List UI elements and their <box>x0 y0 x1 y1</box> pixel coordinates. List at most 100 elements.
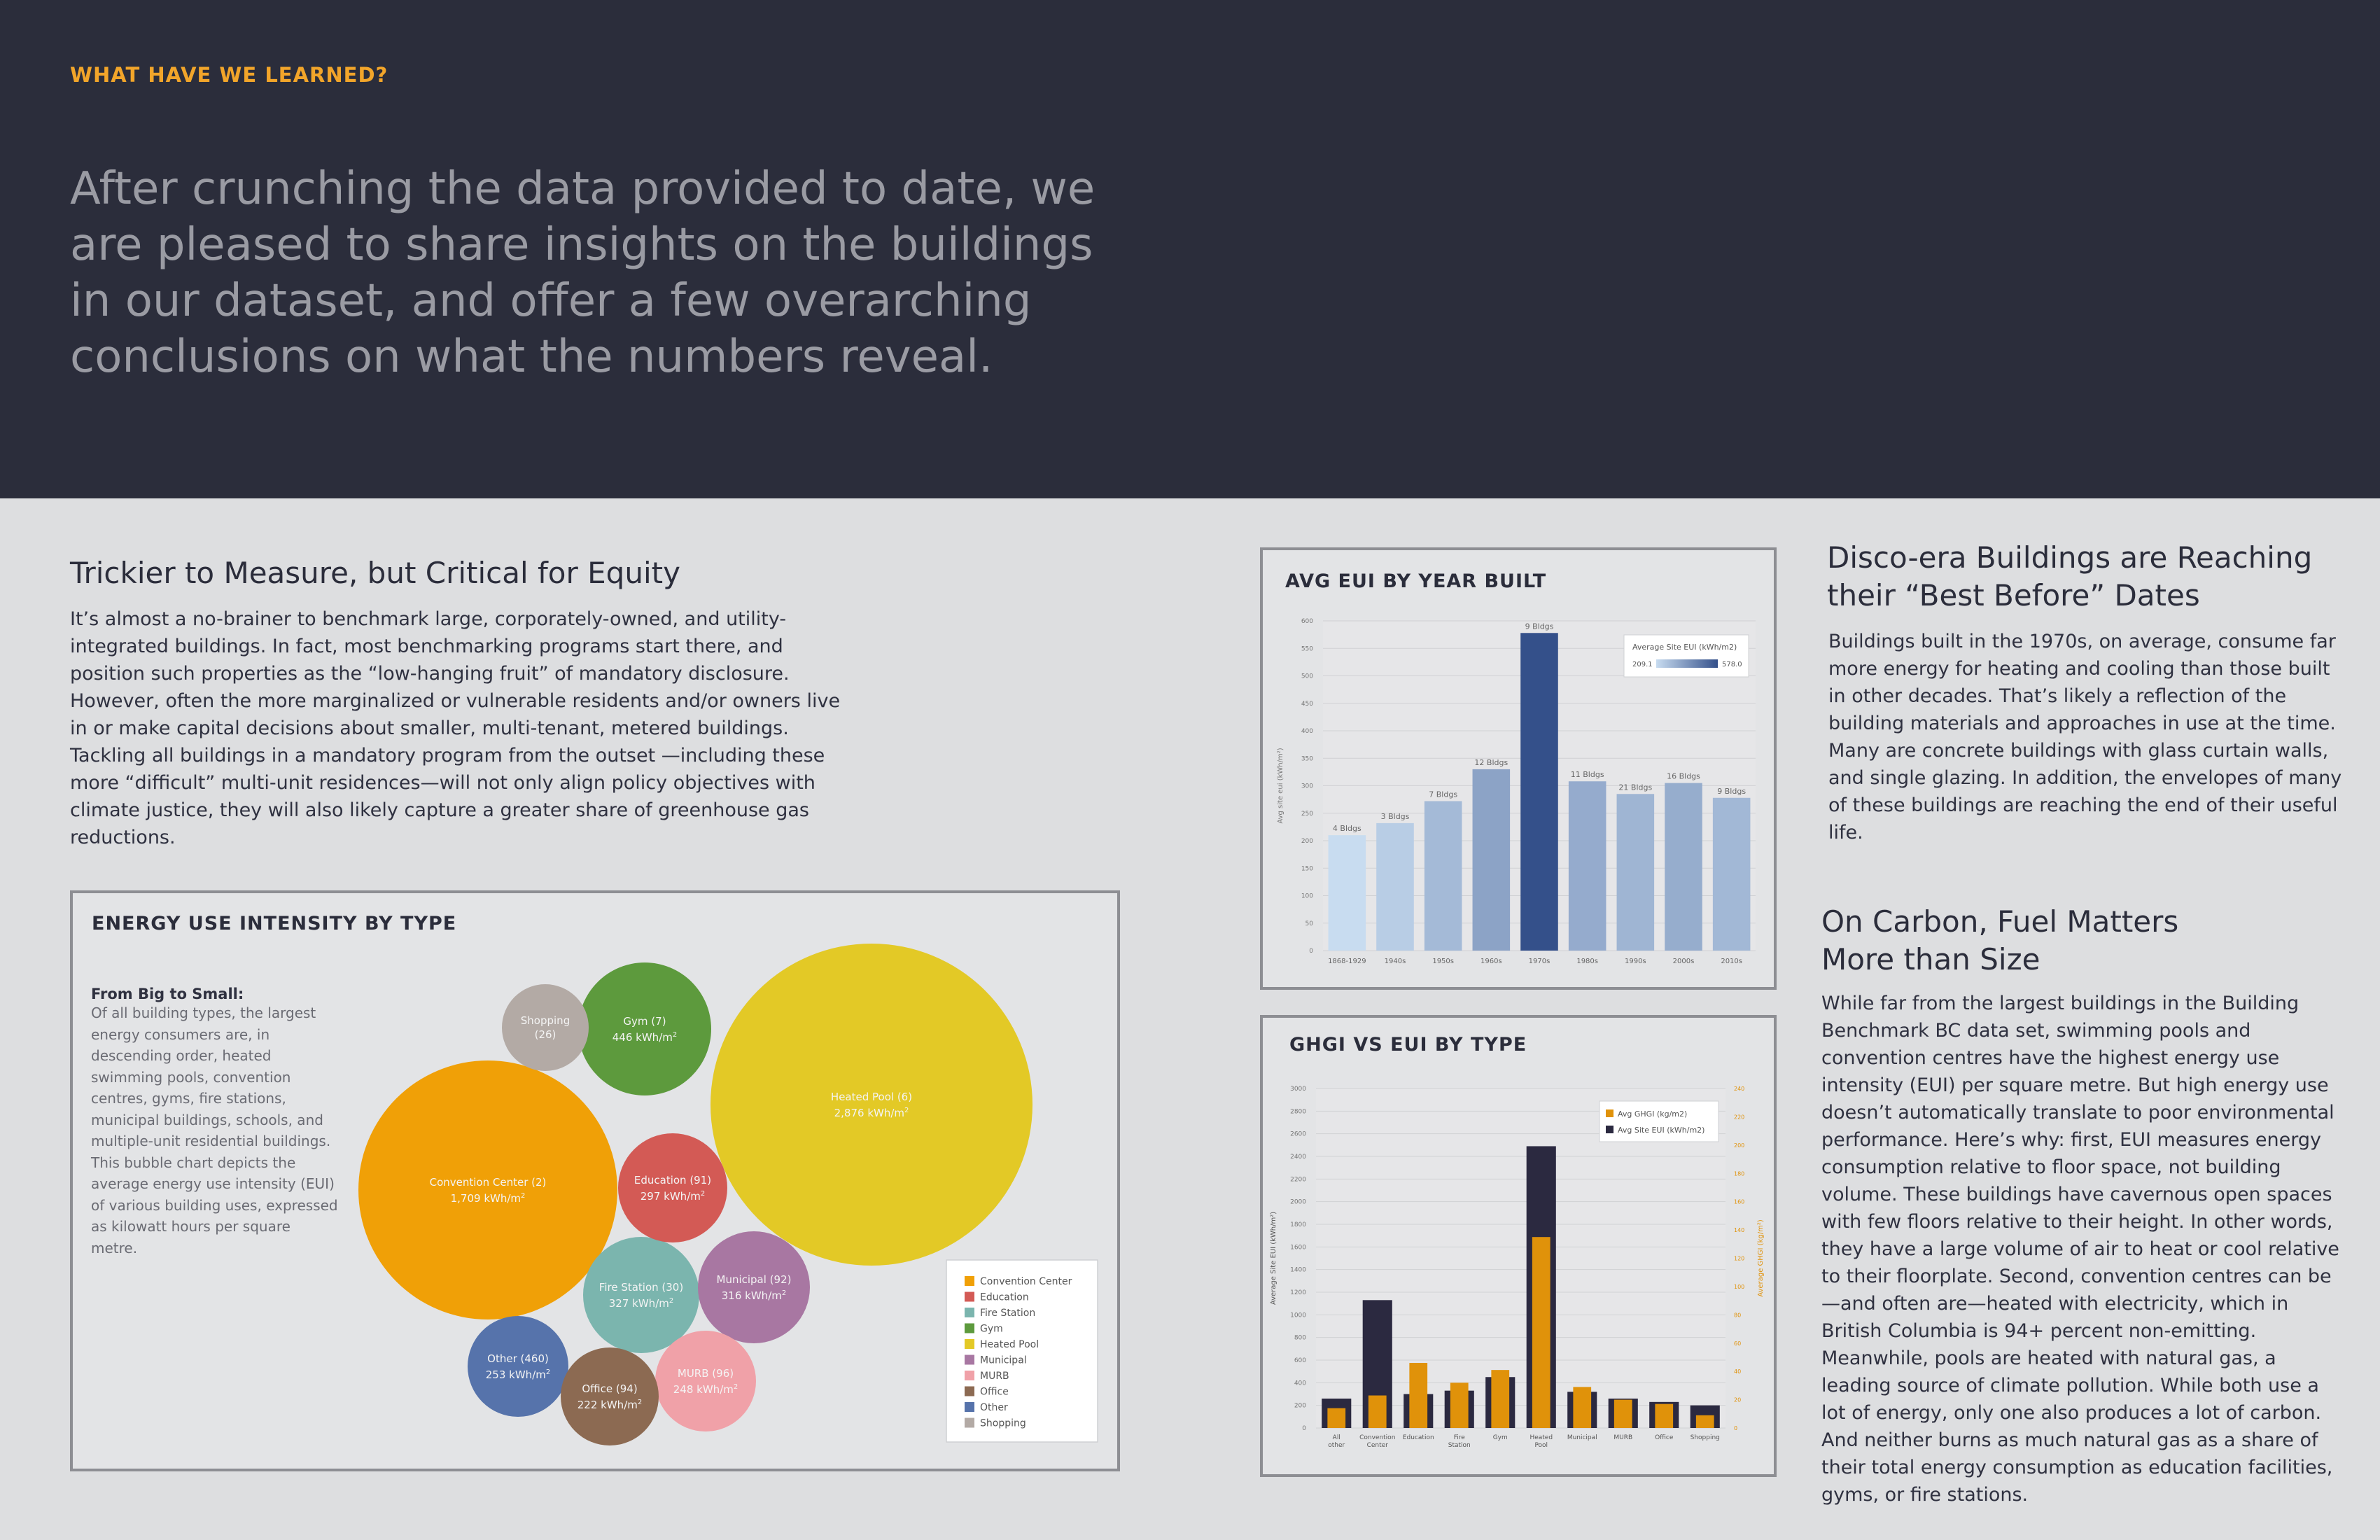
ghgi-bar-murb <box>1614 1399 1632 1428</box>
equity-paragraph: It’s almost a no-brainer to benchmark la… <box>70 608 841 848</box>
bubble-label: Other (460) <box>487 1352 549 1365</box>
bubble-circle <box>655 1331 756 1432</box>
bubble-label: Shopping <box>521 1014 570 1027</box>
bubble-office: Office (94) 222 kWh/m2 <box>561 1348 659 1446</box>
bubble-fire-station: Fire Station (30) 327 kWh/m2 <box>583 1237 699 1353</box>
bar-1940s <box>1376 822 1414 951</box>
bar-2010s <box>1712 797 1751 951</box>
bar-label: 4 Bldgs <box>1333 824 1362 833</box>
y-tick-label: 1800 <box>1290 1222 1306 1228</box>
bubble-circle <box>710 944 1032 1266</box>
x-tick-label: Gym <box>1493 1434 1508 1441</box>
bar-label: 7 Bldgs <box>1429 790 1457 799</box>
x-tick-label: Fire <box>1454 1434 1466 1441</box>
legend-swatch-heated-pool <box>965 1339 974 1349</box>
bubble-circle <box>561 1348 659 1446</box>
legend-swatch-ghgi <box>1606 1110 1614 1117</box>
ghgi-chart-title: GHGI VS EUI BY TYPE <box>1289 1034 1527 1056</box>
bar-2000s <box>1665 783 1702 951</box>
bubble-value: 327 kWh/m2 <box>609 1297 673 1310</box>
bubble-value: 222 kWh/m2 <box>578 1399 642 1411</box>
legend-title: Average Site EUI (kWh/m2) <box>1632 643 1737 652</box>
hero-banner <box>0 0 2380 498</box>
legend-swatch-municipal <box>965 1354 974 1365</box>
bubble-label: MURB (96) <box>678 1367 734 1380</box>
x-tick-label: Pool <box>1534 1442 1548 1449</box>
bar-label: 9 Bldgs <box>1717 787 1746 796</box>
x-tick-label: 1940s <box>1385 958 1406 965</box>
legend-swatch-other <box>965 1402 974 1412</box>
y-axis-label: Avg site eui (kWh/m²) <box>1277 748 1284 823</box>
legend-item-ghgi: Avg GHGI (kg/m2) <box>1618 1110 1687 1119</box>
y2-tick-label: 0 <box>1734 1425 1737 1432</box>
ghgi-chart: 0200400600800100012001400160018002000220… <box>1270 1086 1765 1449</box>
legend-swatch-murb <box>965 1371 974 1380</box>
x-tick-label: Office <box>1655 1434 1674 1441</box>
y-tick-label: 200 <box>1294 1403 1306 1410</box>
y-tick-label: 400 <box>1294 1380 1306 1387</box>
bubble-value: 1,709 kWh/m2 <box>451 1192 526 1205</box>
bubble-heated-pool: Heated Pool (6) 2,876 kWh/m2 <box>710 944 1032 1266</box>
legend-swatch-eui <box>1606 1126 1614 1133</box>
ghgi-legend: Avg GHGI (kg/m2) Avg Site EUI (kWh/m2) <box>1599 1100 1719 1142</box>
x-tick-label: Station <box>1448 1442 1471 1449</box>
bubble-label: Municipal (92) <box>717 1273 792 1286</box>
y2-tick-label: 140 <box>1734 1227 1744 1233</box>
y-tick-label: 1600 <box>1290 1244 1306 1251</box>
bubble-other: Other (460) 253 kWh/m2 <box>468 1316 568 1417</box>
legend-item-convention-center: Convention Center <box>980 1276 1072 1287</box>
legend-swatch-office <box>965 1386 974 1396</box>
y2-tick-label: 40 <box>1734 1368 1741 1375</box>
bar-1960s <box>1472 769 1511 951</box>
y-tick-label: 450 <box>1301 701 1313 708</box>
bar-label: 11 Bldgs <box>1571 770 1604 779</box>
bubble-gym: Gym (7) 446 kWh/m2 <box>578 962 711 1096</box>
bubble-circle <box>698 1231 810 1343</box>
x-tick-label: Convention <box>1359 1434 1395 1441</box>
x-tick-label: Heated <box>1530 1434 1553 1441</box>
x-tick-label: other <box>1328 1442 1345 1449</box>
bubble-label: Gym (7) <box>623 1015 666 1028</box>
legend-item-education: Education <box>980 1292 1029 1303</box>
bubble-label: Fire Station (30) <box>599 1281 683 1294</box>
x-tick-label: 1980s <box>1576 958 1598 965</box>
bubble-value: 446 kWh/m2 <box>612 1031 677 1044</box>
ghgi-bar-office <box>1655 1404 1674 1428</box>
y-axis-label: Average Site EUI (kWh/m²) <box>1270 1212 1278 1305</box>
bubble-municipal: Municipal (92) 316 kWh/m2 <box>698 1231 810 1343</box>
bubble-side-text: Of all building types, the largest energ… <box>91 1004 338 1256</box>
y-tick-label: 550 <box>1301 645 1313 652</box>
ghgi-bar-all-other <box>1327 1408 1346 1428</box>
y2-tick-label: 180 <box>1734 1170 1744 1177</box>
legend-item-other: Other <box>980 1402 1008 1413</box>
legend-box <box>1623 634 1749 678</box>
legend-item-murb: MURB <box>980 1371 1009 1382</box>
legend-gradient <box>1656 659 1718 668</box>
bubble-legend: Convention Center Education Fire Station Gy… <box>946 1259 1098 1443</box>
x-tick-label: Municipal <box>1567 1434 1597 1441</box>
y-tick-label: 3000 <box>1290 1086 1306 1093</box>
carbon-paragraph: While far from the largest buildings in … <box>1821 993 2339 1506</box>
bubble-value: 316 kWh/m2 <box>722 1289 786 1302</box>
legend-item-office: Office <box>980 1387 1009 1398</box>
bubble-shopping: Shopping(26) <box>502 984 589 1071</box>
equity-heading: Trickier to Measure, but Critical for Eq… <box>70 556 680 590</box>
y-tick-label: 2600 <box>1290 1131 1306 1138</box>
bubble-label: Heated Pool (6) <box>831 1091 912 1103</box>
bubble-convention-center: Convention Center (2) 1,709 kWh/m2 <box>358 1060 617 1320</box>
bar-label: 21 Bldgs <box>1618 783 1652 792</box>
bubble-circle <box>578 962 711 1096</box>
y2-tick-label: 80 <box>1734 1312 1741 1318</box>
bar-1980s <box>1568 781 1606 951</box>
y-tick-label: 0 <box>1302 1425 1306 1432</box>
legend-item-shopping: Shopping <box>980 1418 1026 1429</box>
y-tick-label: 1200 <box>1290 1289 1306 1296</box>
bar-label: 9 Bldgs <box>1525 622 1554 631</box>
bubble-circle <box>358 1060 617 1320</box>
legend-max: 578.0 <box>1722 661 1742 668</box>
bubble-circle <box>502 984 589 1071</box>
bubble-circle <box>618 1133 727 1242</box>
y-tick-label: 150 <box>1301 865 1313 872</box>
section-kicker: WHAT HAVE WE LEARNED? <box>70 63 388 87</box>
y-tick-label: 800 <box>1294 1335 1306 1342</box>
